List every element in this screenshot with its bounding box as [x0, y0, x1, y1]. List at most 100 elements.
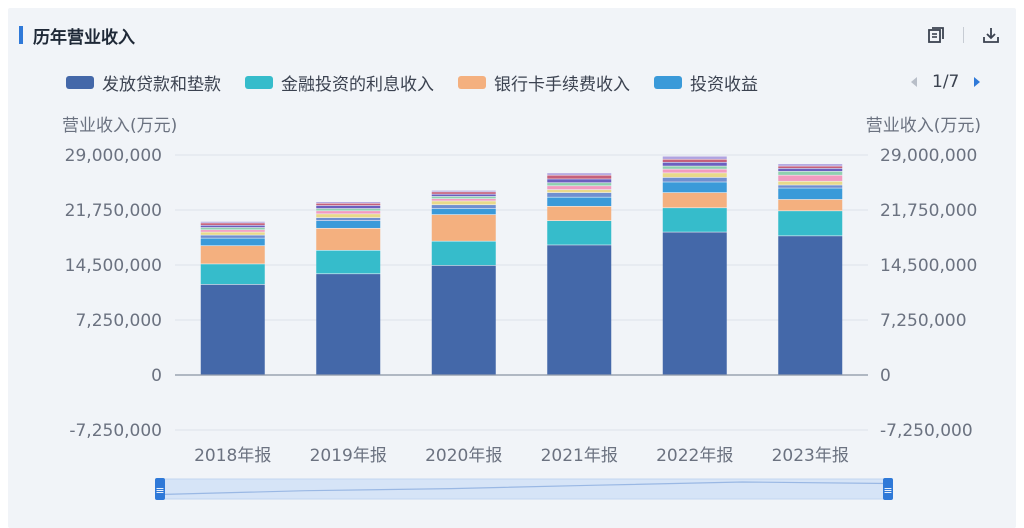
download-icon[interactable] [980, 24, 1002, 46]
chart-header: 历年营业收入 [19, 23, 135, 48]
bar-segment [547, 206, 612, 221]
bar-segment [778, 236, 843, 375]
chart-panel [8, 8, 1016, 528]
zoom-shadow-line [159, 481, 889, 496]
x-tick-label: 2018年报 [194, 446, 271, 466]
bar-segment [662, 182, 727, 193]
bar-segment [778, 188, 843, 200]
bar-segment [662, 159, 727, 162]
bar-segment [778, 164, 843, 166]
bar-segment [547, 179, 612, 183]
legend-swatch [66, 76, 94, 89]
bar-segment [316, 202, 381, 203]
bar-segment [778, 168, 843, 172]
legend-swatch [654, 76, 682, 89]
bar-segment [547, 245, 612, 375]
bar-segment [316, 205, 381, 209]
y-tick-label-right: 29,000,000 [880, 146, 977, 166]
x-tick-label: 2021年报 [541, 446, 618, 466]
legend-label: 金融投资的利息收入 [281, 75, 434, 95]
chart-legend: 发放贷款和垫款 金融投资的利息收入 银行卡手续费收入 投资收益 [66, 70, 782, 95]
chart-toolbar [925, 24, 1002, 46]
zoom-handle-grip-icon: ≡ [155, 484, 164, 497]
y-tick-label-left: 0 [151, 366, 162, 386]
legend-next-icon[interactable] [967, 72, 987, 92]
bar-segment [200, 264, 265, 285]
bar-segment [431, 205, 496, 209]
legend-swatch [245, 76, 273, 89]
zoom-handle-grip-icon: ≡ [883, 484, 892, 497]
bar-segment [778, 175, 843, 181]
bar-segment [547, 183, 612, 186]
toolbar-divider [963, 27, 964, 43]
bar-segment [547, 186, 612, 190]
chart-title: 历年营业收入 [33, 27, 135, 48]
legend-label: 发放贷款和垫款 [102, 75, 221, 95]
bar-segment [316, 203, 381, 206]
bar-segment [431, 208, 496, 215]
restore-icon[interactable] [925, 24, 947, 46]
zoom-handle-right[interactable] [883, 478, 893, 500]
bar-segment [200, 238, 265, 246]
bar-segment [662, 208, 727, 232]
bar-segment [662, 156, 727, 159]
bar-segment [431, 199, 496, 201]
y-tick-label-left: 7,250,000 [75, 311, 162, 331]
bar-segment [662, 173, 727, 178]
bar-segment [662, 232, 727, 375]
y-tick-label-left: 29,000,000 [65, 146, 162, 166]
title-accent-bar [19, 26, 23, 44]
bar-segment [431, 201, 496, 205]
legend-label: 投资收益 [690, 75, 758, 95]
bar-segment [316, 228, 381, 250]
zoom-handle-left[interactable] [155, 478, 165, 500]
bar-segment [200, 223, 265, 225]
bar-segment [662, 169, 727, 173]
bar-segment [200, 284, 265, 375]
bar-segment [547, 173, 612, 175]
bar-segment [200, 225, 265, 228]
legend-label: 银行卡手续费收入 [494, 75, 630, 95]
y-axis-title-right: 营业收入(万元) [866, 116, 981, 136]
legend-prev-icon[interactable] [904, 72, 924, 92]
bar-segment [316, 274, 381, 375]
legend-pager: 1/7 [904, 72, 987, 92]
y-tick-label-left: 14,500,000 [65, 256, 162, 276]
bar-segment [316, 250, 381, 274]
legend-item-investment-interest[interactable]: 金融投资的利息收入 [245, 70, 434, 95]
bar-segment [316, 208, 381, 211]
x-tick-label: 2023年报 [772, 446, 849, 466]
bar-segment [547, 175, 612, 179]
bar-segment [547, 221, 612, 245]
bar-segment [316, 217, 381, 221]
bar-segment [662, 192, 727, 208]
y-tick-label-right: 0 [880, 366, 891, 386]
bar-segment [431, 194, 496, 197]
bar-segment [431, 241, 496, 266]
bar-segment [200, 232, 265, 235]
bar-segment [431, 190, 496, 192]
legend-item-card-fees[interactable]: 银行卡手续费收入 [458, 70, 630, 95]
legend-item-investment-income[interactable]: 投资收益 [654, 70, 758, 95]
bar-segment [547, 189, 612, 193]
bar-segment [316, 214, 381, 218]
bar-segment [778, 166, 843, 169]
bar-segment [778, 185, 843, 188]
x-tick-label: 2019年报 [310, 446, 387, 466]
y-tick-label-right: -7,250,000 [880, 421, 973, 441]
legend-item-loans[interactable]: 发放贷款和垫款 [66, 70, 221, 95]
bar-segment [431, 265, 496, 375]
bar-segment [200, 235, 265, 238]
bar-segment [547, 192, 612, 197]
y-axis-title-left: 营业收入(万元) [62, 116, 177, 136]
bar-segment [547, 197, 612, 206]
x-tick-label: 2022年报 [656, 446, 733, 466]
bar-segment [431, 214, 496, 241]
legend-swatch [458, 76, 486, 89]
bar-segment [200, 230, 265, 232]
bar-segment [200, 221, 265, 223]
y-tick-label-left: -7,250,000 [69, 421, 162, 441]
bar-segment [662, 177, 727, 182]
bar-segment [778, 181, 843, 185]
